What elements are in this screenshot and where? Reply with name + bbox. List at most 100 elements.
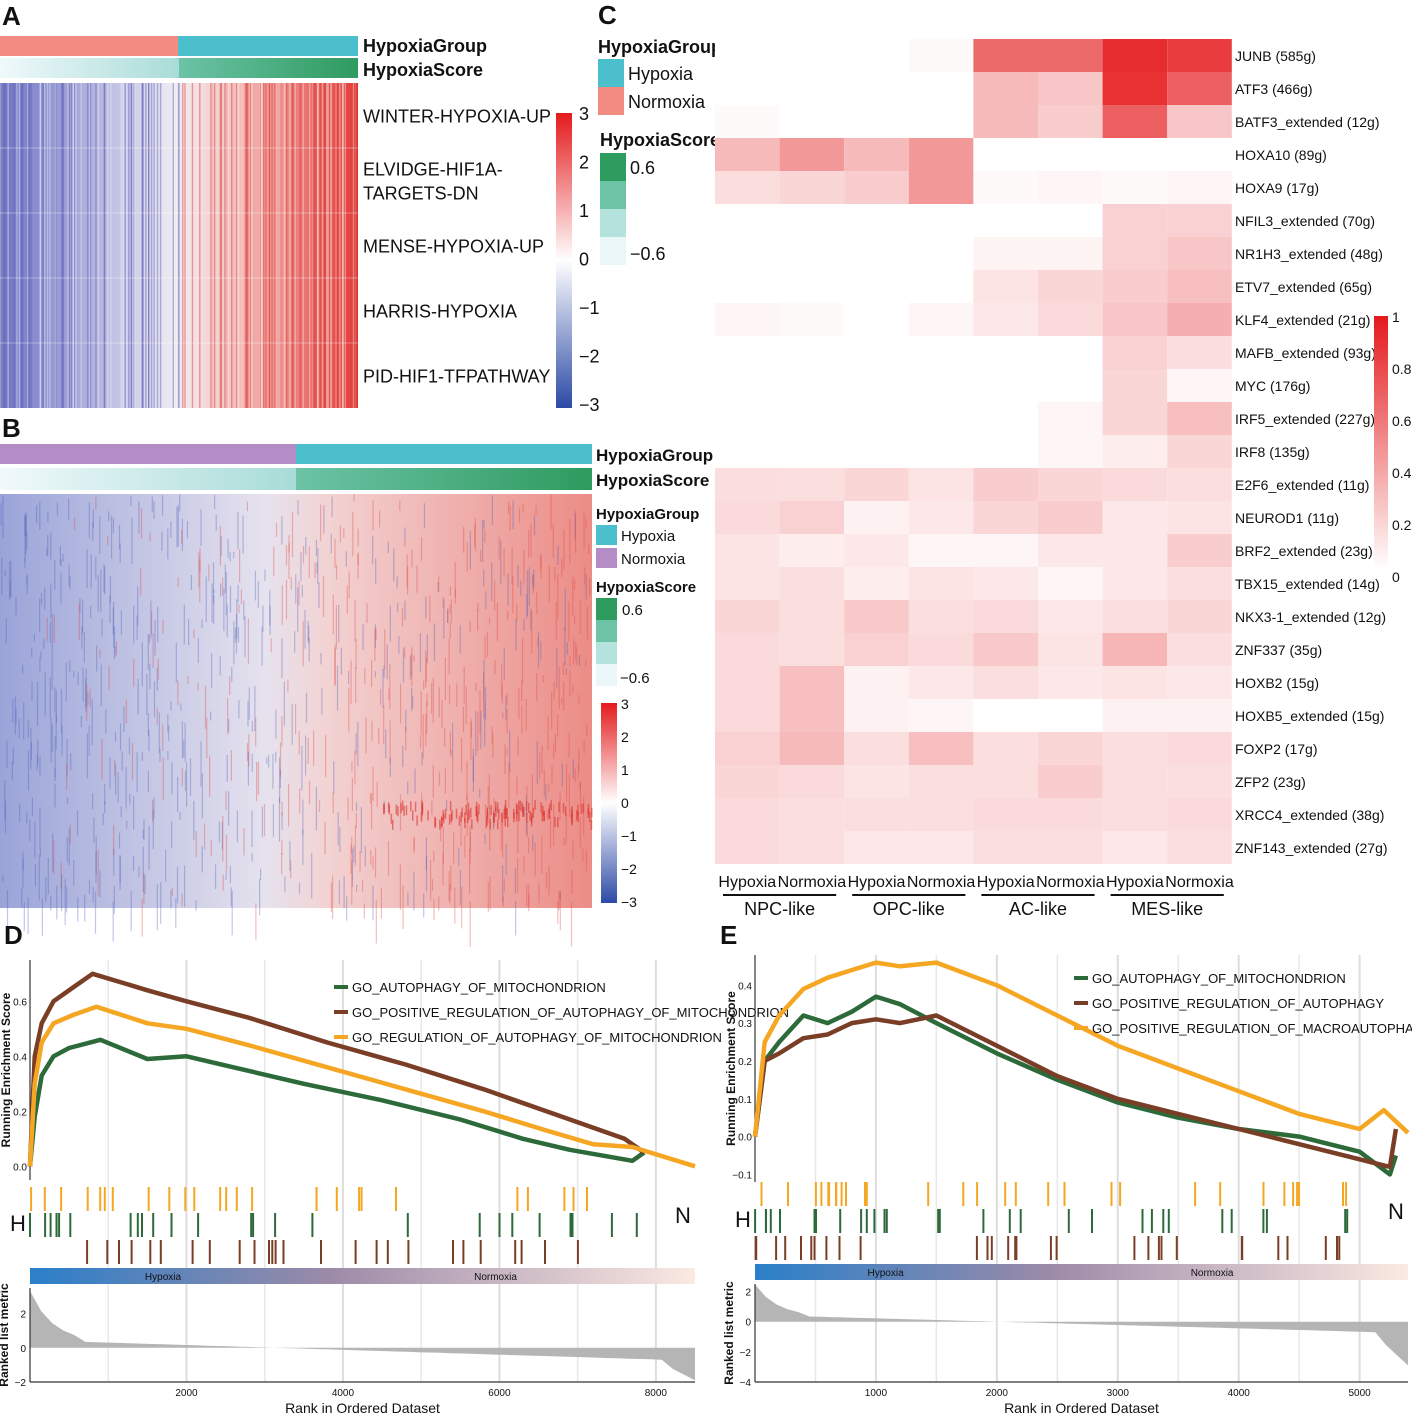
b-noise-mark [572,840,574,859]
b-noise-mark [209,755,211,797]
b-noise-mark [564,588,566,631]
b-noise-mark [112,901,114,942]
b-noise-mark [316,562,318,574]
a-stripe [172,83,174,408]
b-noise-mark [416,815,418,826]
c-cell [1038,237,1103,270]
c-cell [1102,402,1168,435]
c-scale-tick: 0.4 [1392,465,1412,481]
es-line-1 [27,1037,646,1167]
b-noise-mark [41,898,43,936]
a-stripe [216,83,218,408]
c-row-label: NKX3-1_extended (12g) [1235,609,1386,625]
b-noise-mark [140,568,142,596]
b-noise-mark [517,811,519,853]
b-noise-mark [12,698,14,723]
a-stripe [236,83,239,408]
y-tick-label: 0.4 [738,981,752,992]
b-noise-mark [87,692,89,706]
a-stripe [202,83,204,408]
b-noise-mark [528,530,530,558]
b-noise-mark [325,735,327,778]
b-noise-mark [425,650,427,688]
b-noise-mark [407,892,409,906]
b-noise-mark [540,641,542,660]
b-noise-mark [29,819,31,842]
a-score-title: HypoxiaScore [363,60,483,80]
b-legend-score-swatch-1 [596,598,617,620]
b-noise-mark [305,692,308,723]
b-noise-mark [396,576,398,589]
b-noise-mark [454,562,456,598]
b-noise-mark [201,619,203,629]
b-noise-mark [123,706,125,733]
b-noise-mark [371,793,373,830]
a-stripe [141,83,143,408]
b-noise-mark [112,518,114,534]
b-noise-mark [237,512,239,550]
b-noise-mark [371,660,373,688]
a-stripe [236,83,238,408]
b-noise-mark [238,699,240,719]
b-noise-mark [526,884,528,907]
b-noise-mark [215,514,217,531]
c-cell [1102,237,1168,270]
a-stripe [55,83,57,408]
b-noise-mark [184,770,187,791]
b-noise-mark [399,500,401,511]
b-noise-mark [18,718,20,739]
b-noise-mark [472,748,474,782]
b-noise-mark [314,562,316,579]
c-cell [844,567,909,600]
b-noise-mark [171,887,173,896]
c-cell [973,105,1038,138]
c-cell [779,501,845,534]
b-noise-mark [230,887,232,907]
b-noise-mark [411,687,413,712]
b-noise-mark [563,837,565,846]
b-noise-mark [219,526,221,566]
b-noise-mark [46,617,48,642]
b-noise-mark [459,869,461,905]
b-noise-mark [305,537,307,555]
bar-label-hypoxia: Hypoxia [145,1272,182,1283]
y-tick-label: 0.0 [13,1162,27,1173]
y2-tick-label: 2 [745,1288,751,1299]
b-noise-mark [419,735,422,749]
c-cell [908,138,974,171]
b-noise-mark [281,853,283,875]
b-noise-mark [500,540,502,585]
a-stripe [284,83,286,408]
c-column-label: Normoxia [1036,874,1105,891]
b-noise-mark [162,495,164,516]
b-noise-mark [477,602,479,612]
a-stripe [309,83,311,408]
c-cell [908,666,974,699]
b-noise-mark [365,717,367,754]
b-noise-mark [476,802,478,813]
a-colorscale [556,113,572,408]
b-noise-mark [363,903,365,919]
b-noise-mark [566,642,568,655]
b-noise-mark [14,696,16,735]
b-noise-mark [83,631,85,664]
b-noise-mark [305,735,307,776]
b-noise-mark [181,767,183,786]
a-stripe [328,83,331,408]
b-noise-mark [136,615,138,640]
a-stripe [1,83,3,408]
c-legend-score-swatch-3 [600,209,626,237]
b-noise-mark [351,848,354,879]
b-noise-mark [235,614,238,654]
b-noise-mark [355,733,357,755]
c-legend: HypoxiaGroup Hypoxia Normoxia HypoxiaSco… [598,37,722,265]
b-noise-mark [491,726,493,744]
b-noise-mark [138,501,140,534]
b-noise-mark [189,758,192,796]
b-noise-mark [153,681,156,718]
b-noise-mark [181,893,183,907]
b-noise-mark [339,525,341,543]
b-noise-mark [503,809,505,820]
c-cell [1167,72,1232,105]
b-noise-mark [49,621,51,644]
